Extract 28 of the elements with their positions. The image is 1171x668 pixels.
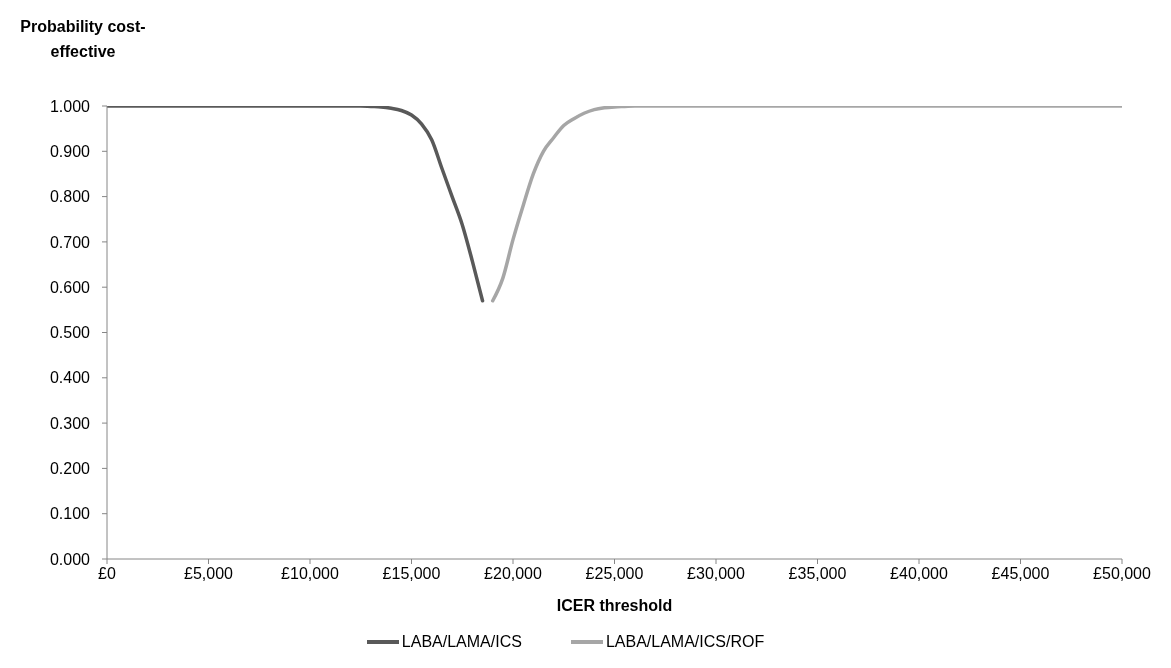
y-tick-label: 0.400 bbox=[49, 369, 91, 387]
x-tick-label: £50,000 bbox=[1093, 565, 1152, 583]
y-tick-label: 0.800 bbox=[49, 188, 91, 206]
x-tick-label: £45,000 bbox=[991, 565, 1050, 583]
legend-label: LABA/LAMA/ICS/ROF bbox=[605, 633, 765, 651]
x-tick-label: £25,000 bbox=[585, 565, 644, 583]
y-tick-label: 0.700 bbox=[49, 233, 91, 251]
line-series bbox=[107, 106, 485, 303]
legend-label: LABA/LAMA/ICS bbox=[401, 633, 522, 651]
line-series bbox=[490, 106, 1122, 303]
x-axis-title: ICER threshold bbox=[556, 597, 673, 614]
x-tick-label: £30,000 bbox=[687, 565, 746, 583]
x-tick-label: £5,000 bbox=[184, 565, 234, 583]
x-tick-label: £35,000 bbox=[788, 565, 847, 583]
y-tick-label: 0.900 bbox=[49, 142, 91, 160]
x-tick-label: £40,000 bbox=[890, 565, 949, 583]
y-tick-label: 0.500 bbox=[49, 324, 91, 342]
y-axis-title: Probability cost-effective bbox=[19, 17, 147, 62]
y-tick-label: 0.200 bbox=[49, 460, 91, 478]
y-tick-label: 0.000 bbox=[49, 550, 91, 568]
y-tick-label: 0.100 bbox=[49, 505, 91, 523]
x-tick-label: £20,000 bbox=[484, 565, 543, 583]
x-tick-label: £15,000 bbox=[382, 565, 441, 583]
x-tick-label: £0 bbox=[98, 565, 116, 583]
y-tick-label: 1.000 bbox=[49, 97, 91, 115]
y-tick-label: 0.300 bbox=[49, 414, 91, 432]
y-tick-label: 0.600 bbox=[49, 278, 91, 296]
x-tick-label: £10,000 bbox=[281, 565, 340, 583]
